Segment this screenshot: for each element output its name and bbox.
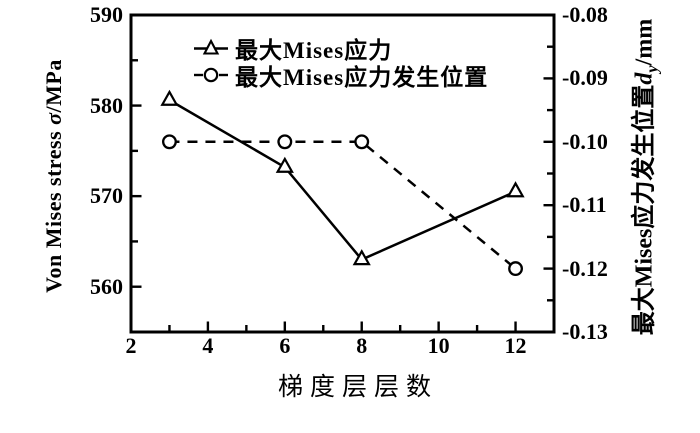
legend: 最大Mises应力 最大Mises应力发生位置 xyxy=(194,34,488,90)
left-axis-title: Von Mises stress σ/MPa xyxy=(41,59,67,293)
circle-data-marker xyxy=(277,134,293,150)
x-axis-tick-label: 10 xyxy=(427,333,450,358)
series-line-0 xyxy=(168,99,517,262)
x-axis-tick-label: 6 xyxy=(279,333,291,358)
left-axis-title-unit: /MPa xyxy=(41,59,66,113)
circle-data-marker xyxy=(354,134,370,150)
plot-frame xyxy=(129,13,556,334)
triangle-data-marker xyxy=(506,181,525,198)
left-axis-tick-label: 590 xyxy=(90,2,123,27)
circle-data-marker xyxy=(162,134,177,150)
legend-label-max-mises-location: 最大Mises应力发生位置 xyxy=(235,64,489,90)
right-axis-tick-label: -0.13 xyxy=(562,319,608,344)
sigma-symbol: σ xyxy=(41,112,66,125)
triangle-data-marker xyxy=(352,249,371,266)
x-axis-tick-label: 8 xyxy=(356,333,368,358)
triangle-marker-icon xyxy=(194,38,228,55)
x-axis-tick-label: 2 xyxy=(125,333,137,358)
left-axis-tick-label: 570 xyxy=(90,183,123,209)
triangle-data-marker xyxy=(160,89,179,106)
x-axis-title: 梯度层层数 xyxy=(277,374,439,401)
right-axis-tick-label: -0.10 xyxy=(562,128,608,154)
right-axis-title: 最大Mises应力发生位置dy/mm xyxy=(624,18,662,336)
right-axis-title-unit: /mm xyxy=(631,18,658,66)
triangle-data-marker xyxy=(275,156,294,173)
x-axis-tick-label: 12 xyxy=(504,333,527,358)
circle-data-marker xyxy=(508,261,523,277)
right-axis-tick-label: -0.08 xyxy=(562,2,608,27)
right-axis-tick-label: -0.12 xyxy=(562,255,608,281)
right-axis-title-text: 最大Mises应力发生位置 xyxy=(631,84,658,336)
circle-marker-icon xyxy=(194,67,228,82)
left-axis-tick-label: 560 xyxy=(90,273,123,299)
d-symbol: d xyxy=(631,72,658,85)
legend-item-max-mises-stress: 最大Mises应力 xyxy=(194,34,488,63)
legend-label-max-mises-stress: 最大Mises应力 xyxy=(235,37,393,63)
legend-item-max-mises-location: 最大Mises应力发生位置 xyxy=(194,61,488,90)
right-axis-tick-label: -0.09 xyxy=(562,65,608,91)
right-axis-tick-label: -0.11 xyxy=(562,192,607,218)
left-axis-tick-label: 580 xyxy=(90,92,123,118)
d-subscript: y xyxy=(642,65,662,73)
left-axis-title-text: Von Mises stress xyxy=(41,124,66,293)
series-line-1 xyxy=(169,140,517,270)
x-axis-tick-label: 4 xyxy=(202,333,214,358)
